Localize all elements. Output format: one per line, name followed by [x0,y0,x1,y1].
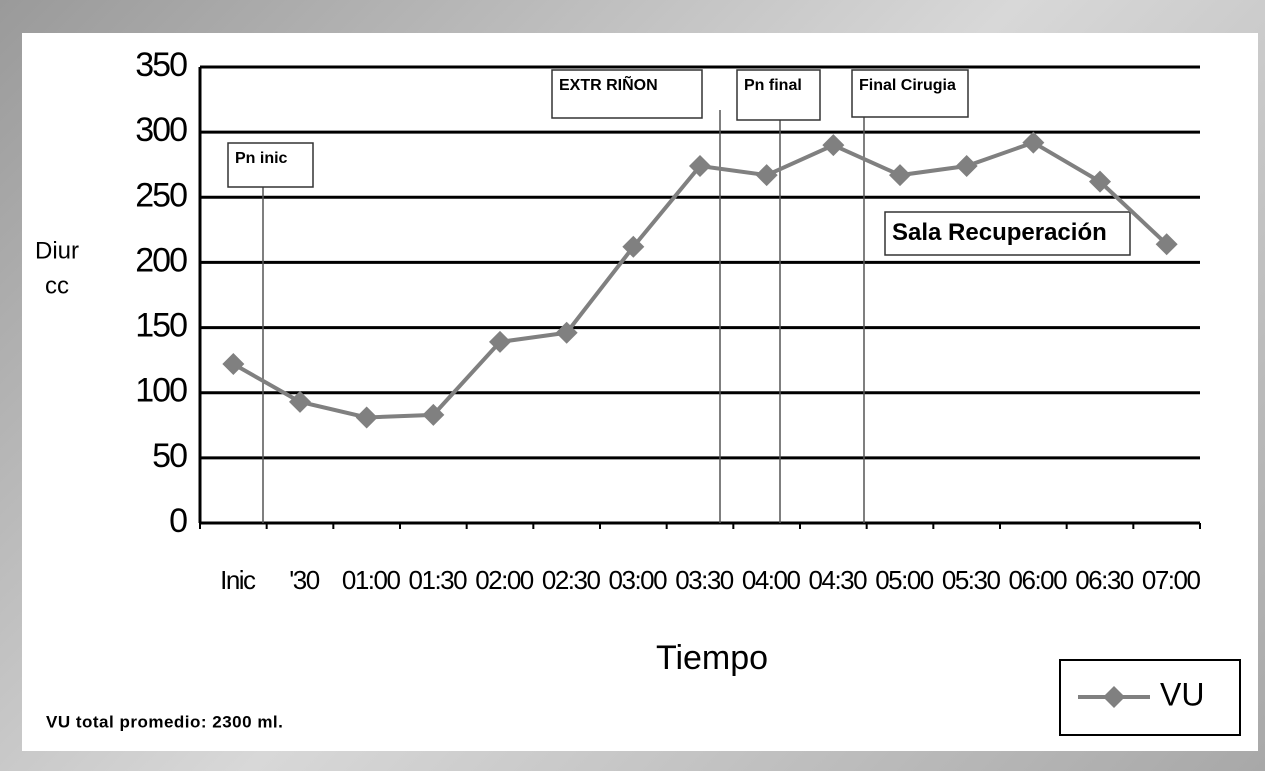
y-tick-label: 200 [135,241,187,279]
point [555,321,578,344]
point [622,235,645,258]
point [1022,131,1045,154]
y-tick-label: 150 [135,307,187,345]
point [1155,233,1178,256]
y-tick-label: 50 [152,437,187,475]
x-tick-label: '30 [289,565,319,595]
point [422,403,445,426]
x-tick-label: 02:00 [475,565,534,595]
y-tick-label: 350 [135,46,187,84]
x-tick-label: 05:00 [875,565,934,595]
x-tick-label: 03:00 [609,565,668,595]
x-tick-label: 05:30 [942,565,1001,595]
annotation: Sala Recuperación [892,219,1107,246]
annotation: Pn inic [235,150,288,167]
y-axis-label: cc [45,272,69,299]
x-axis-label: Tiempo [656,639,768,677]
x-tick-label: 06:00 [1009,565,1068,595]
x-tick-label: 03:30 [675,565,734,595]
y-tick-label: 100 [135,372,187,410]
point [489,330,511,353]
x-tick-label: 04:30 [809,565,868,595]
annotation-box [551,69,703,119]
x-tick-label: 01:00 [342,565,401,595]
y-axis-label: Diur [35,237,79,264]
point [222,353,245,376]
point [689,155,711,178]
y-tick-label: 0 [169,502,187,540]
point [755,164,778,187]
x-tick-label: 02:30 [542,565,601,595]
point [1089,170,1111,193]
point [289,390,311,413]
annotation: Final Cirugia [859,77,956,94]
point [955,155,978,178]
x-tick-label: 01:30 [409,565,468,595]
annotation-box [736,69,821,121]
point [355,406,378,429]
legend-label: VU [1160,676,1204,712]
point [822,134,845,157]
legend-marker [1103,686,1125,708]
annotation-box [884,211,1131,256]
annotation: EXTR RIÑON [559,74,658,94]
y-tick-label: 300 [135,111,187,149]
x-tick-label: Inic [220,565,256,595]
point [889,164,911,187]
x-tick-label: 04:00 [742,565,801,595]
x-tick-label: 07:00 [1142,565,1201,595]
annotation-box [227,142,314,188]
annotation: Pn final [744,77,802,94]
x-tick-label: 06:30 [1075,565,1134,595]
annotation-box [851,69,969,118]
y-tick-label: 250 [135,176,187,214]
footnote: VU total promedio: 2300 ml. [46,712,283,731]
